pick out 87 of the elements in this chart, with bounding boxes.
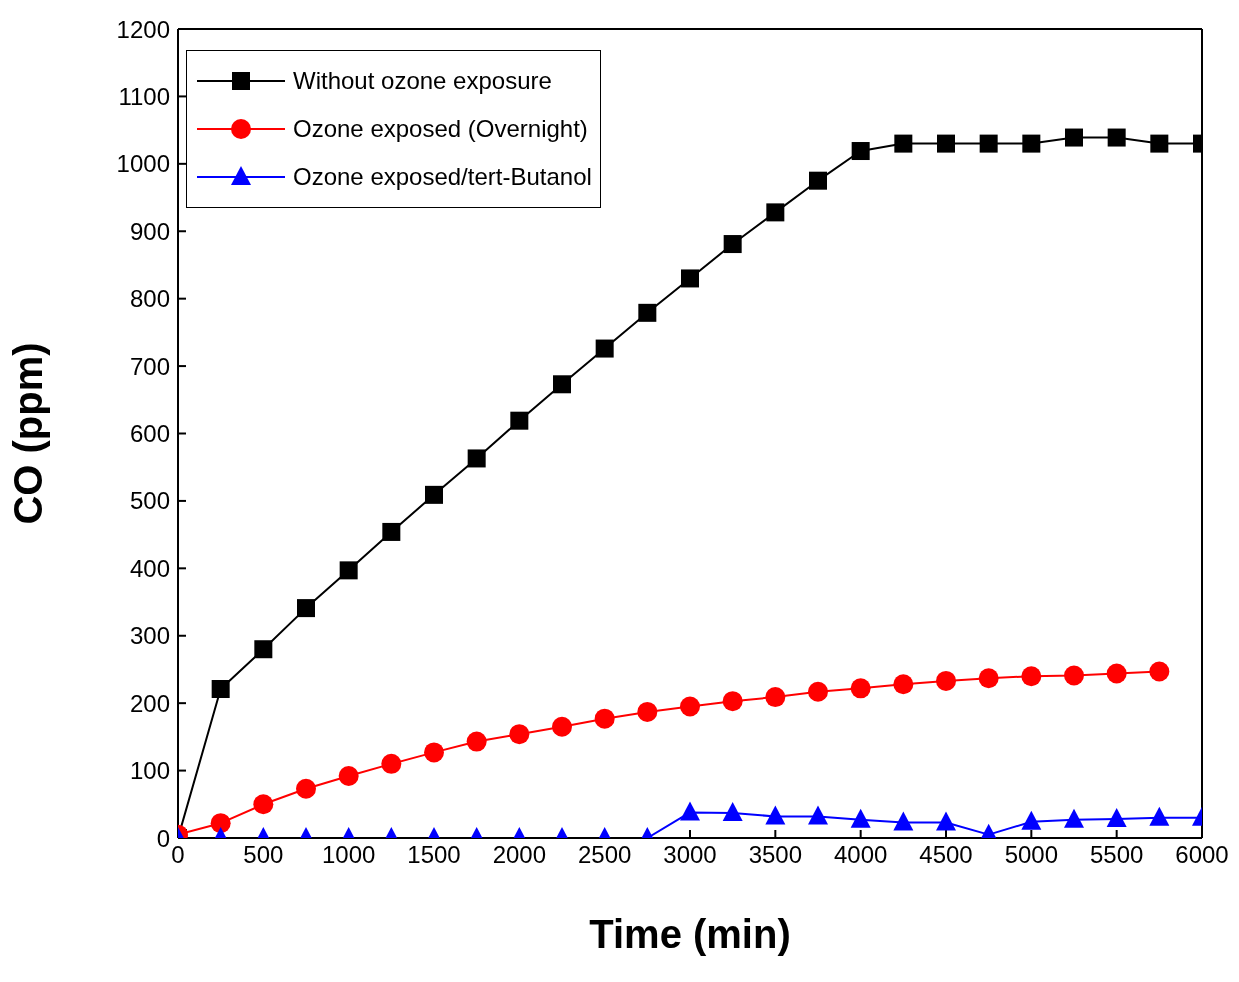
x-tick-label: 3000 — [663, 841, 717, 869]
point — [1107, 128, 1126, 147]
y-tick-label: 300 — [129, 622, 170, 650]
point — [509, 724, 530, 745]
point — [297, 599, 315, 618]
point — [638, 303, 657, 322]
point — [381, 753, 402, 774]
point — [424, 742, 444, 763]
y-tick-label: 200 — [129, 689, 170, 717]
y-tick-label: 700 — [129, 352, 170, 380]
x-axis-title: Time (min) — [589, 912, 791, 956]
x-tick-label: 3500 — [748, 841, 803, 869]
point — [893, 811, 914, 831]
point — [339, 561, 358, 580]
x-tick-label: 5500 — [1089, 841, 1144, 869]
point — [553, 375, 571, 394]
point — [893, 674, 914, 695]
point — [809, 171, 827, 190]
point — [937, 134, 955, 153]
point — [808, 805, 828, 825]
point — [552, 716, 572, 737]
point — [1106, 663, 1127, 684]
point — [722, 802, 743, 822]
point — [210, 813, 231, 834]
point — [723, 235, 742, 254]
y-axis-title: CO (ppm) — [6, 342, 51, 525]
point — [765, 687, 786, 708]
point — [978, 668, 999, 689]
point — [979, 134, 998, 153]
point — [1149, 661, 1170, 682]
y-tick-label: 900 — [129, 217, 170, 245]
point — [850, 678, 871, 699]
point — [466, 731, 487, 752]
point — [296, 778, 316, 799]
point — [851, 142, 870, 161]
y-tick-label: 1100 — [118, 82, 170, 110]
point — [765, 805, 786, 825]
point — [1021, 666, 1042, 687]
point — [1106, 808, 1127, 828]
point — [936, 670, 956, 691]
y-tick-label: 600 — [129, 420, 170, 448]
point — [1149, 806, 1170, 826]
point — [1150, 134, 1169, 153]
x-tick-label: 4000 — [833, 841, 888, 869]
point — [595, 339, 614, 358]
point — [254, 640, 273, 659]
point — [936, 811, 956, 831]
point — [808, 681, 828, 702]
x-tick-label: 2500 — [577, 841, 632, 869]
point — [766, 203, 785, 222]
point — [681, 269, 699, 288]
point — [338, 765, 359, 786]
point — [253, 794, 274, 815]
y-tick-label: 500 — [129, 487, 170, 515]
point — [594, 708, 615, 729]
y-tick-label: 800 — [129, 285, 170, 313]
legend-label: Without ozone exposure — [293, 67, 552, 95]
legend-label: Ozone exposed (Overnight) — [293, 115, 588, 143]
x-tick-label: 6000 — [1175, 841, 1229, 869]
point — [1021, 810, 1042, 830]
x-tick-label: 500 — [243, 841, 284, 869]
legend-label: Ozone exposed/tert-Butanol — [293, 163, 592, 191]
point — [1064, 808, 1084, 828]
point — [894, 134, 913, 153]
point — [680, 696, 700, 717]
x-tick-label: 1500 — [407, 841, 461, 869]
y-tick-label: 1200 — [116, 15, 170, 43]
y-tick-label: 100 — [129, 757, 170, 785]
point — [1064, 665, 1084, 686]
point — [211, 680, 230, 699]
y-tick-label: 0 — [156, 824, 170, 852]
point — [850, 808, 871, 828]
x-tick-label: 2000 — [492, 841, 547, 869]
point — [1065, 128, 1083, 147]
y-tick-label: 1000 — [116, 150, 170, 178]
point — [425, 485, 443, 504]
point — [637, 701, 658, 722]
point — [382, 522, 401, 541]
x-tick-label: 5000 — [1004, 841, 1059, 869]
point — [680, 801, 700, 821]
point — [510, 411, 529, 430]
y-tick-label: 400 — [129, 554, 170, 582]
point — [467, 449, 486, 468]
x-tick-label: 1000 — [321, 841, 376, 869]
point — [722, 691, 743, 712]
x-tick-label: 4500 — [919, 841, 973, 869]
point — [1022, 134, 1041, 153]
